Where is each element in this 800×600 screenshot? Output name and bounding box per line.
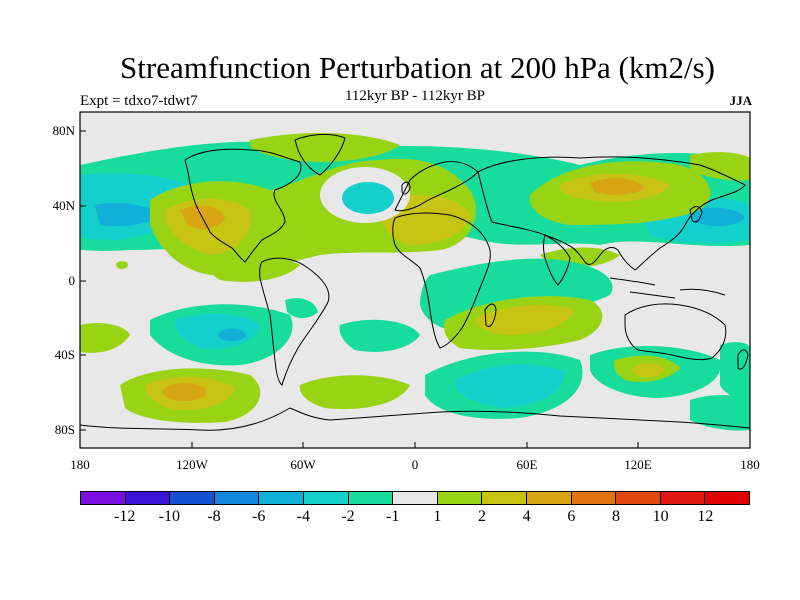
colorbar-label: -8 — [207, 508, 221, 525]
colorbar-label: -6 — [251, 508, 266, 525]
colorbar-label: -10 — [158, 508, 180, 525]
colorbar — [80, 491, 750, 505]
contour-pos-drake — [299, 375, 410, 410]
lon-label-180e: 180 — [740, 457, 760, 472]
colorbar-label: 4 — [522, 508, 531, 525]
colorbar-label: -1 — [385, 508, 400, 525]
lat-label-80s: 80S — [54, 422, 75, 437]
contour-neg-north-strong — [95, 203, 160, 227]
colorbar-swatch — [616, 492, 661, 504]
lat-label-0: 0 — [68, 273, 76, 288]
lat-label-40s: 40S — [54, 347, 75, 362]
coast-new-zealand — [737, 349, 749, 370]
colorbar-swatch — [393, 492, 438, 504]
lon-label-60w: 60W — [290, 457, 316, 472]
colorbar-swatch — [526, 492, 572, 504]
colorbar-swatch — [482, 492, 527, 504]
colorbar-swatch — [571, 492, 617, 504]
coast-madagascar — [484, 303, 497, 327]
colorbar-label: 2 — [478, 508, 486, 525]
coast-india — [543, 234, 571, 286]
contour-neg-pacific-east-core — [690, 207, 745, 227]
contour-neg-south-pacific-core — [218, 329, 246, 341]
colorbar-swatch — [705, 492, 749, 504]
contour-pos-asia-core — [590, 178, 645, 195]
lon-label-120e: 120E — [624, 457, 652, 472]
period-label: 112kyr BP - 112kyr BP — [344, 88, 485, 104]
lon-label-0: 0 — [411, 457, 419, 472]
colorbar-label: 10 — [652, 508, 669, 525]
coast-indonesia — [609, 277, 726, 299]
coast-japan — [689, 206, 703, 223]
coastlines — [80, 133, 750, 431]
colorbar-label: -12 — [113, 508, 136, 525]
contour-neg-se-pacific — [720, 342, 750, 400]
coast-greenland — [294, 133, 346, 176]
contour-pos-sw-pacific — [80, 323, 130, 353]
colorbar-swatch — [81, 492, 126, 504]
coast-north-america — [184, 148, 302, 263]
experiment-label: Expt = tdxo7-tdwt7 — [80, 93, 198, 109]
lon-label-120w: 120W — [176, 457, 208, 472]
lon-label-180w: 180 — [70, 457, 90, 472]
contour-pos-australia-core — [632, 363, 664, 377]
coast-africa — [392, 212, 491, 349]
lon-label-60e: 60E — [516, 457, 538, 472]
colorbar-label: -2 — [341, 508, 355, 525]
colorbar-swatch — [214, 492, 260, 504]
coast-australia — [624, 303, 727, 361]
contour-pos-small — [116, 261, 128, 269]
colorbar-swatch — [303, 492, 349, 504]
contour-atlantic-ring-neg — [342, 182, 394, 214]
colorbar-label: 1 — [433, 508, 442, 525]
colorbar-label: 12 — [697, 508, 714, 525]
contour-pos-nw-pacific — [690, 152, 750, 181]
contour-neg-antarctic-e — [690, 395, 750, 431]
contour-neg-s-atlantic-small — [285, 298, 318, 318]
coast-asia — [477, 156, 746, 271]
coast-antarctica — [80, 407, 750, 431]
contour-neg-south-ocean-e-mid — [455, 364, 565, 408]
contour-pos-tropic-america — [207, 253, 300, 282]
lat-label-40n: 40N — [52, 198, 75, 213]
contour-neg-s-atlantic — [339, 319, 420, 352]
colorbar-swatch — [259, 492, 304, 504]
colorbar-swatch — [437, 492, 483, 504]
contour-pos-indian-south-mid — [475, 304, 575, 335]
colorbar-swatch — [170, 492, 215, 504]
lat-label-80n: 80N — [52, 123, 75, 138]
coast-uk — [401, 181, 411, 195]
figure-title: Streamfunction Perturbation at 200 hPa (… — [120, 50, 715, 85]
colorbar-swatch — [348, 492, 394, 504]
contour-field — [80, 112, 750, 448]
colorbar-label: 6 — [567, 508, 576, 525]
colorbar-label: 8 — [612, 508, 620, 525]
tick-marks — [79, 130, 751, 448]
colorbar-swatch — [660, 492, 706, 504]
season-label: JJA — [729, 93, 752, 108]
contour-pos-south-ocean-w-core — [163, 383, 207, 401]
colorbar-label: -4 — [296, 508, 310, 525]
colorbar-swatch — [125, 492, 171, 504]
contour-pos-arctic — [250, 133, 400, 162]
coast-south-america — [259, 257, 330, 386]
